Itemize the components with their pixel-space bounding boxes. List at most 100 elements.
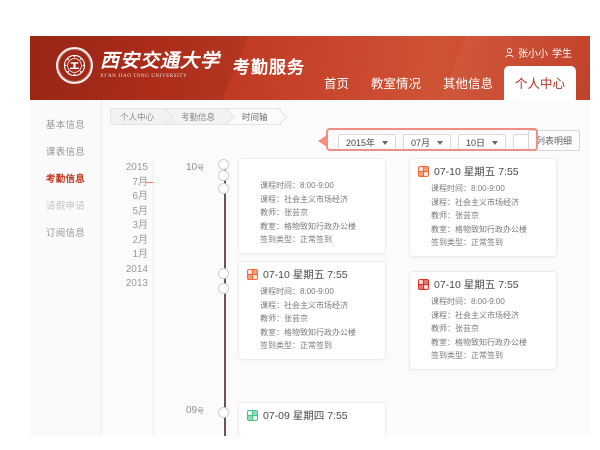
list-detail-button[interactable]: 列表明细: [527, 130, 580, 151]
sidebar-item-basic-info[interactable]: 基本信息: [45, 119, 86, 131]
timeline-node[interactable]: [218, 268, 229, 279]
attendance-card[interactable]: 07-10 星期五 7:55 课程时间：8:00-9:00 课程：社会主义市场经…: [409, 271, 557, 370]
attendance-card[interactable]: 07-10 星期五 7:55 课程时间：8:00-9:00 课程：社会主义市场经…: [238, 158, 386, 254]
attendance-card-course-time: 课程时间：8:00-9:00: [260, 287, 334, 296]
chevron-down-icon: [437, 140, 444, 145]
attendance-card-header: 07-10 星期五 7:55: [247, 267, 377, 282]
year-select[interactable]: 2015年: [338, 134, 397, 151]
year-list-item-01[interactable]: 1月: [132, 249, 148, 260]
day-marker-10-label: 10: [186, 162, 198, 173]
attendance-card-header: 07-10 星期五 7:55: [418, 277, 548, 292]
attendance-card-course-time: 课程时间：8:00-9:00: [431, 297, 505, 306]
university-seal-icon: [56, 47, 93, 84]
month-select-value: 07月: [411, 138, 431, 148]
breadcrumb-item-personal-center[interactable]: 个人中心: [110, 108, 168, 125]
day-marker-09-unit: 号: [197, 408, 205, 415]
timeline-year-list: 2015 7月 6月 5月 3月 2月 1月 2014 2013: [110, 159, 154, 436]
attendance-card-classroom: 教室：格物致知行政办公楼: [260, 221, 356, 231]
year-list-item-2014[interactable]: 2014: [125, 263, 148, 275]
nav-item-other-info[interactable]: 其他信息: [442, 77, 493, 91]
sidebar-item-subscription-info[interactable]: 订阅信息: [45, 227, 86, 239]
timeline-node[interactable]: [218, 407, 229, 418]
day-marker-10-unit: 号: [197, 165, 205, 172]
chevron-down-icon: [382, 140, 389, 145]
user-info[interactable]: 张小小 学生: [505, 45, 572, 60]
system-name: 考勤服务: [233, 58, 306, 77]
attendance-orange-icon: [418, 166, 429, 177]
day-select-value: 10日: [466, 138, 486, 148]
sidebar-item-leave-request[interactable]: 请假申请: [45, 200, 86, 212]
filter-toolbar: 2015年 07月 10日 全部: [110, 128, 580, 156]
timeline-track: 10号 09号: [154, 158, 590, 436]
brand-text: 西安交通大学 XI'AN JIAO TONG UNIVERSITY: [100, 52, 220, 80]
person-icon: [505, 47, 514, 58]
timeline-node[interactable]: [218, 283, 229, 294]
attendance-card-signin-type: 签到类型：正常签到: [260, 235, 332, 244]
year-list-item-05[interactable]: 5月: [132, 205, 148, 217]
user-name: 张小小: [518, 49, 548, 60]
attendance-card-header: 07-10 星期五 7:55: [418, 164, 548, 179]
attendance-card-classroom: 教室：格物致知行政办公楼: [260, 327, 356, 337]
content-area: 个人中心 考勤信息 时间轴 2015年 07月: [102, 100, 590, 436]
attendance-card-signin-type: 签到类型：正常签到: [431, 238, 503, 247]
year-list-item-2013[interactable]: 2013: [125, 278, 148, 289]
app-header: 西安交通大学 XI'AN JIAO TONG UNIVERSITY 考勤服务 张…: [30, 36, 590, 100]
day-marker-09-label: 09: [186, 405, 198, 416]
breadcrumb-item-attendance-info[interactable]: 考勤信息: [167, 108, 229, 125]
attendance-card-header: 07-09 星期四 7:55: [247, 408, 377, 423]
timeline-node[interactable]: [218, 159, 229, 170]
user-role: 学生: [552, 49, 572, 60]
year-list-item-03[interactable]: 3月: [132, 220, 148, 231]
attendance-card[interactable]: 07-10 星期五 7:55 课程时间：8:00-9:00 课程：社会主义市场经…: [238, 261, 386, 360]
attendance-card-signin-type: 签到类型：正常签到: [260, 341, 332, 350]
attendance-card[interactable]: 07-09 星期四 7:55: [238, 402, 386, 436]
year-list-item-06[interactable]: 6月: [132, 191, 148, 202]
attendance-card-title: 07-10 星期五 7:55: [263, 269, 348, 281]
timeline: 2015 7月 6月 5月 3月 2月 1月 2014 2013 10号: [110, 158, 590, 436]
brand-name-en: XI'AN JIAO TONG UNIVERSITY: [100, 74, 188, 79]
attendance-card-course: 课程：社会主义市场经济: [431, 310, 519, 320]
year-list-item-2015[interactable]: 2015: [125, 162, 148, 173]
attendance-card-title: 07-09 星期四 7:55: [263, 410, 348, 422]
attendance-card[interactable]: 07-10 星期五 7:55 课程时间：8:00-9:00 课程：社会主义市场经…: [409, 158, 557, 257]
main-navigation: 首页 教室情况 其他信息 个人中心: [313, 66, 576, 100]
attendance-card-teacher: 教师：张芸京: [260, 208, 308, 217]
brand-logo[interactable]: 西安交通大学 XI'AN JIAO TONG UNIVERSITY 考勤服务: [56, 47, 305, 84]
attendance-card-course-time: 课程时间：8:00-9:00: [260, 181, 334, 190]
year-list-item-07[interactable]: 7月: [110, 176, 153, 191]
attendance-card-course-time: 课程时间：8:00-9:00: [431, 184, 505, 193]
attendance-card-teacher: 教师：张芸京: [260, 314, 308, 323]
sidebar: 基本信息 课表信息 考勤信息 请假申请 订阅信息: [30, 100, 102, 436]
attendance-green-icon: [247, 410, 258, 421]
breadcrumb-item-timeline[interactable]: 时间轴: [228, 108, 281, 125]
attendance-red-icon: [418, 279, 429, 290]
day-select[interactable]: 10日: [458, 134, 507, 151]
attendance-card-signin-type: 签到类型：正常签到: [431, 351, 503, 360]
day-marker-09: 09号: [186, 405, 204, 416]
year-list-item-02[interactable]: 2月: [132, 234, 148, 246]
month-select[interactable]: 07月: [403, 134, 452, 151]
sidebar-item-schedule-info[interactable]: 课表信息: [45, 146, 86, 158]
attendance-card-course: 课程：社会主义市场经济: [260, 194, 348, 204]
nav-item-home[interactable]: 首页: [323, 77, 349, 91]
application-window: 西安交通大学 XI'AN JIAO TONG UNIVERSITY 考勤服务 张…: [30, 36, 590, 436]
timeline-node[interactable]: [218, 183, 229, 194]
attendance-card-classroom: 教室：格物致知行政办公楼: [431, 224, 527, 234]
attendance-card-course: 课程：社会主义市场经济: [260, 300, 348, 310]
attendance-orange-icon: [247, 269, 258, 280]
timeline-axis-line: [224, 167, 226, 436]
nav-item-personal-center[interactable]: 个人中心: [503, 66, 576, 100]
timeline-node[interactable]: [218, 170, 229, 181]
app-body: 基本信息 课表信息 考勤信息 请假申请 订阅信息 个人中心 考勤信息 时间轴 2…: [30, 100, 590, 436]
attendance-card-classroom: 教室：格物致知行政办公楼: [431, 337, 527, 347]
attendance-card-title: 07-10 星期五 7:55: [434, 166, 519, 178]
attendance-card-course: 课程：社会主义市场经济: [431, 197, 519, 207]
sidebar-item-attendance-info[interactable]: 考勤信息: [45, 173, 86, 185]
attendance-card-teacher: 教师：张芸京: [431, 324, 479, 333]
year-select-value: 2015年: [346, 138, 376, 148]
day-marker-10: 10号: [186, 162, 204, 173]
breadcrumb: 个人中心 考勤信息 时间轴: [110, 108, 590, 125]
nav-item-classroom[interactable]: 教室情况: [370, 77, 421, 91]
attendance-card-teacher: 教师：张芸京: [431, 211, 479, 220]
